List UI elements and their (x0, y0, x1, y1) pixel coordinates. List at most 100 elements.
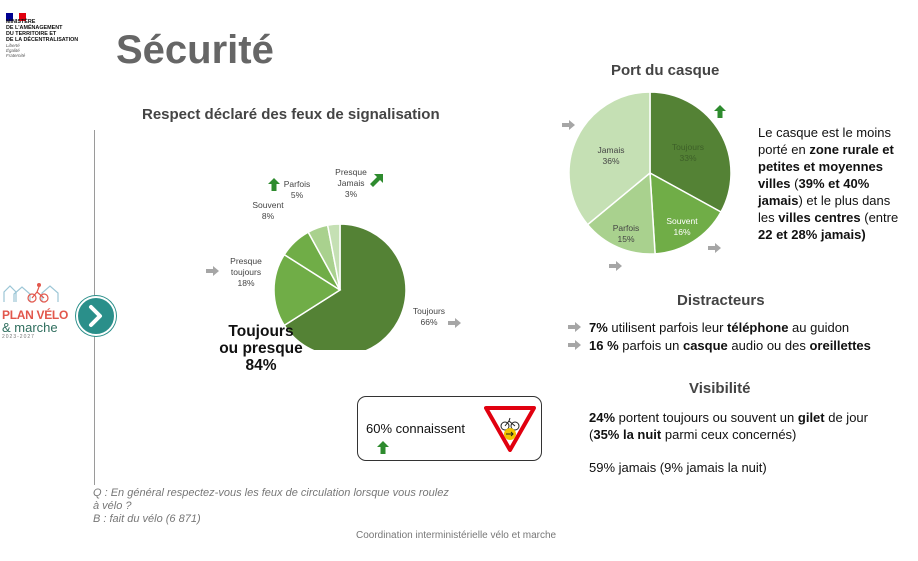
distractor-text: parfois un (618, 338, 683, 353)
motto-line: Égalité (6, 48, 20, 53)
stable-arrow-icon (562, 120, 575, 130)
slice-name: Souvent (252, 200, 284, 210)
total-line: ou presque (219, 340, 303, 357)
slice-name: Souvent (666, 216, 698, 226)
visibility-never-line: 59% jamais (9% jamais la nuit) (589, 460, 767, 475)
total-line: Toujours (228, 323, 294, 340)
motto-line: Liberté (6, 43, 20, 48)
pie-label-parfois: Parfois 5% (280, 179, 314, 201)
note-text: ( (790, 176, 799, 191)
ministry-motto: Liberté Égalité Fraternité (6, 43, 101, 58)
pie-slice-parfois (586, 171, 656, 255)
pie-label-souvent: Souvent 8% (246, 200, 290, 222)
helmet-note: Le casque est le moins porté en zone rur… (758, 124, 918, 243)
ministry-line: MINISTÈRE (6, 19, 36, 25)
houses-bike-icon (3, 283, 59, 303)
note-emphasis: 39% et 40% (798, 176, 870, 191)
slice-name: Parfois (283, 179, 311, 189)
stable-arrow-icon (609, 261, 622, 271)
pie-label-toujours: Toujours 66% (400, 306, 458, 328)
pie-label-jamais: Jamais 36% (594, 145, 628, 167)
ministry-line: DU TERRITOIRE ET (6, 31, 57, 37)
footnote-question: Q : En général respectez-vous les feux d… (93, 487, 449, 512)
question-footnote: Q : En général respectez-vous les feux d… (93, 487, 453, 526)
stable-arrow-icon (206, 266, 219, 276)
note-emphasis: 22 et 28% jamais) (758, 227, 866, 242)
signal-awareness-box (357, 396, 542, 461)
page-title: Sécurité (116, 28, 274, 72)
pie-chart-feux (273, 223, 407, 350)
note-text: (entre (860, 210, 899, 225)
french-flag-icon (6, 8, 26, 21)
slice-value: 5% (290, 190, 304, 200)
slice-value: 15% (617, 234, 635, 244)
chevron-right-icon (89, 305, 102, 327)
visibility-title: Visibilité (689, 380, 751, 397)
note-emphasis: villes centres (778, 210, 861, 225)
visibility-pct: 24% (589, 410, 616, 425)
distractor-pct: 7% (589, 320, 608, 335)
logo-years: 2023-2027 (2, 334, 35, 340)
pie-slice-souvent (649, 171, 722, 255)
total-line: 84% (245, 357, 277, 374)
up-arrow-icon (268, 178, 280, 191)
pie-label-souvent-casque: Souvent 16% (660, 216, 704, 238)
note-line: Le casque est le moins (758, 125, 891, 140)
slice-value: 36% (602, 156, 620, 166)
pie-slice-jamais (568, 91, 651, 226)
up-right-arrow-icon (370, 174, 383, 187)
slice-name: Toujours (671, 142, 705, 152)
ministry-line: DE LA DÉCENTRALISATION (6, 37, 79, 43)
note-emphasis: petites et moyennes (758, 159, 883, 174)
visibility-text: ( (589, 427, 594, 442)
stable-arrow-icon (568, 322, 581, 332)
slice-name: Jamais (597, 145, 625, 155)
pie-label-parfois-casque: Parfois 15% (606, 223, 646, 245)
slice-value: 16% (673, 227, 691, 237)
slice-name: Parfois (612, 223, 640, 233)
distractor-text: audio ou des (727, 338, 810, 353)
visibility-vest-line: 24% portent toujours ou souvent un gilet… (589, 409, 915, 426)
distractor-emphasis: téléphone (727, 320, 789, 335)
distractor-pct: 16 % (589, 338, 619, 353)
slice-value: 3% (344, 189, 358, 199)
visibility-text: portent toujours ou souvent un (615, 410, 798, 425)
stable-arrow-icon (448, 318, 461, 328)
slice-value: 66% (420, 317, 438, 327)
ministry-logo: MINISTÈRE DE L'AMÉNAGEMENT DU TERRITOIRE… (6, 19, 101, 58)
note-text: les (758, 210, 779, 225)
chart-title-casque: Port du casque (611, 62, 720, 79)
pie-label-presque-jamais: Presque Jamais 3% (326, 167, 376, 200)
next-slide-button[interactable] (76, 296, 116, 336)
pie-slice-presque-toujours (273, 253, 342, 327)
pie-slice-toujours (283, 223, 407, 350)
note-emphasis: zone rurale et (809, 142, 894, 157)
visibility-night-line: (35% la nuit parmi ceux concernés) (589, 426, 796, 443)
slice-value: 33% (679, 153, 697, 163)
distractor-text: utilisent parfois leur (607, 320, 728, 335)
note-text: porté en (758, 142, 810, 157)
pie-slice-toujours (649, 91, 732, 214)
distractor-text: au guidon (788, 320, 850, 335)
distractor-phone: 7% utilisent parfois leur téléphone au g… (589, 319, 849, 336)
motto-line: Fraternité (6, 53, 26, 58)
note-text: ) et le plus dans (798, 193, 891, 208)
distractor-emphasis: casque (682, 338, 728, 353)
pie-label-toujours-casque: Toujours 33% (666, 142, 710, 164)
ministry-line: DE L'AMÉNAGEMENT (6, 25, 63, 31)
up-arrow-icon (714, 105, 726, 118)
signal-awareness-text: 60% connaissent (366, 421, 466, 436)
note-emphasis: jamais (758, 193, 799, 208)
chart-title-feux: Respect déclaré des feux de signalisatio… (142, 106, 440, 123)
stable-arrow-icon (708, 243, 721, 253)
pie-chart-casque (568, 91, 732, 255)
visibility-emphasis: 35% la nuit (593, 427, 662, 442)
stable-arrow-icon (568, 340, 581, 350)
slice-value: 18% (237, 278, 255, 288)
visibility-text: de jour (824, 410, 868, 425)
slice-value: 8% (261, 211, 275, 221)
logo-line-1: PLAN VÉLO (2, 308, 68, 322)
pie-slice-presque-jamais (326, 223, 341, 291)
visibility-text: parmi ceux concernés) (661, 427, 797, 442)
yield-bike-sign-icon (484, 406, 536, 452)
